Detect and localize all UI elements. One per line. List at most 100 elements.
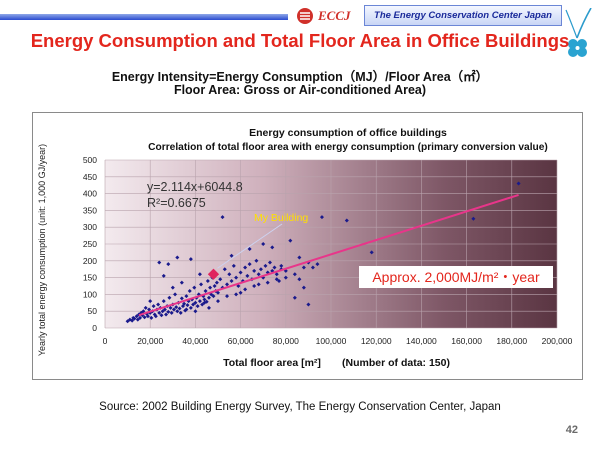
org-name-banner: The Energy Conservation Center Japan <box>364 5 562 26</box>
scatter-point <box>252 268 257 273</box>
scatter-point <box>216 299 220 304</box>
scatter-point <box>188 257 193 262</box>
scatter-point <box>270 245 275 250</box>
scatter-point <box>297 277 302 282</box>
scatter-point <box>283 275 288 280</box>
scatter-point <box>344 218 349 223</box>
scatter-point <box>187 289 192 294</box>
scatter-point <box>142 315 147 320</box>
chart-title: Energy consumption of office buildings <box>249 127 447 139</box>
floor-area-note: Floor Area: Gross or Air-conditioned Are… <box>173 83 427 97</box>
x-tick-label: 140,000 <box>406 336 437 346</box>
x-tick-label: 160,000 <box>451 336 482 346</box>
scatter-point <box>234 292 239 297</box>
scatter-point <box>301 285 306 290</box>
scatter-point <box>297 255 302 260</box>
scatter-point <box>166 309 171 314</box>
scatter-point <box>156 302 161 307</box>
scatter-point <box>263 263 268 268</box>
scatter-point <box>238 270 243 275</box>
scatter-point <box>193 309 198 314</box>
scatter-point <box>214 280 219 285</box>
scatter-point <box>369 250 374 255</box>
x-tick-label: 100,000 <box>316 336 347 346</box>
scatter-point <box>184 294 189 299</box>
scatter-point <box>161 299 166 304</box>
x-tick-label: 200,000 <box>542 336 573 346</box>
scatter-point <box>197 272 202 277</box>
scatter-point <box>234 275 239 280</box>
scatter-point <box>292 272 297 277</box>
my-building-label: My Building <box>254 212 308 224</box>
annotation-box <box>359 266 553 288</box>
scatter-point <box>256 272 261 277</box>
scatter-point <box>252 284 257 288</box>
my-building-callout <box>217 223 283 269</box>
logo-text: ECCJ <box>318 8 351 23</box>
x-tick-label: 180,000 <box>496 336 527 346</box>
clover-logo-icon <box>565 8 592 57</box>
regression-line <box>138 193 519 317</box>
scatter-point <box>179 280 184 285</box>
x-axis-ticks: 0 20,000 40,000 60,000 80,000 100,000 120,000 1… <box>103 336 573 346</box>
scatter-point <box>301 265 306 270</box>
chart-subtitle: Correlation of total floor area with ene… <box>148 142 548 153</box>
scatter-point <box>225 294 230 299</box>
scatter-point <box>170 285 175 290</box>
scatter-point <box>261 242 266 246</box>
y-axis-label: Yearly total energy consumption (unit: 1… <box>37 144 47 356</box>
scatter-point <box>220 215 225 220</box>
scatter-point <box>134 314 139 319</box>
scatter-point <box>173 292 178 297</box>
regression-equation: y=2.114x+6044.8 <box>147 180 243 194</box>
scatter-point <box>216 290 220 295</box>
x-tick-label: 40,000 <box>182 336 208 346</box>
scatter-point <box>229 253 234 258</box>
y-tick-label: 400 <box>83 189 97 199</box>
scatter-point <box>174 305 179 310</box>
x-tick-label: 20,000 <box>137 336 163 346</box>
r-squared: R²=0.6675 <box>147 196 206 210</box>
scatter-point <box>212 284 217 288</box>
formula-line: Energy Intensity=Energy Consumption（MJ）/… <box>111 70 489 84</box>
scatter-point <box>203 289 208 294</box>
top-rule <box>0 14 288 20</box>
scatter-point <box>265 280 270 285</box>
scatter-point <box>159 313 164 318</box>
y-tick-label: 300 <box>83 222 97 232</box>
scatter-point <box>319 215 324 220</box>
scatter-point <box>168 305 173 310</box>
scatter-point <box>202 297 207 302</box>
scatter-point <box>149 315 154 320</box>
scatter-point <box>195 304 200 309</box>
scatter-point <box>288 238 293 243</box>
intensity-annotation: Approx. 2,000MJ/m²・year <box>372 269 540 285</box>
scatter-point <box>256 282 261 287</box>
x-axis-label: Total floor area [m²] <box>223 357 321 369</box>
scatter-point <box>143 305 148 310</box>
scatter-point <box>202 300 207 305</box>
my-building-marker <box>207 268 220 280</box>
scatter-point <box>153 314 158 319</box>
scatter-point <box>138 315 143 320</box>
scatter-point <box>243 287 248 292</box>
scatter-point <box>164 312 169 317</box>
y-tick-label: 100 <box>83 289 97 299</box>
y-axis-ticks: 0 50 100 150 200 250 300 350 400 450 500 <box>83 155 97 333</box>
y-tick-label: 250 <box>83 239 97 249</box>
eccj-logo-icon <box>297 8 313 24</box>
scatter-point <box>157 260 162 265</box>
scatter-point <box>192 285 197 290</box>
scatter-point <box>179 296 184 301</box>
scatter-point <box>167 295 172 300</box>
scatter-point <box>177 306 182 311</box>
scatter-point <box>315 262 320 267</box>
scatter-point <box>191 302 196 307</box>
y-tick-label: 50 <box>88 306 98 316</box>
scatter-point <box>292 295 297 300</box>
scatter-point <box>148 299 153 304</box>
scatter-point <box>166 262 171 267</box>
scatter-point <box>147 307 152 312</box>
scatter-point <box>267 260 272 265</box>
scatter-point <box>161 273 166 278</box>
